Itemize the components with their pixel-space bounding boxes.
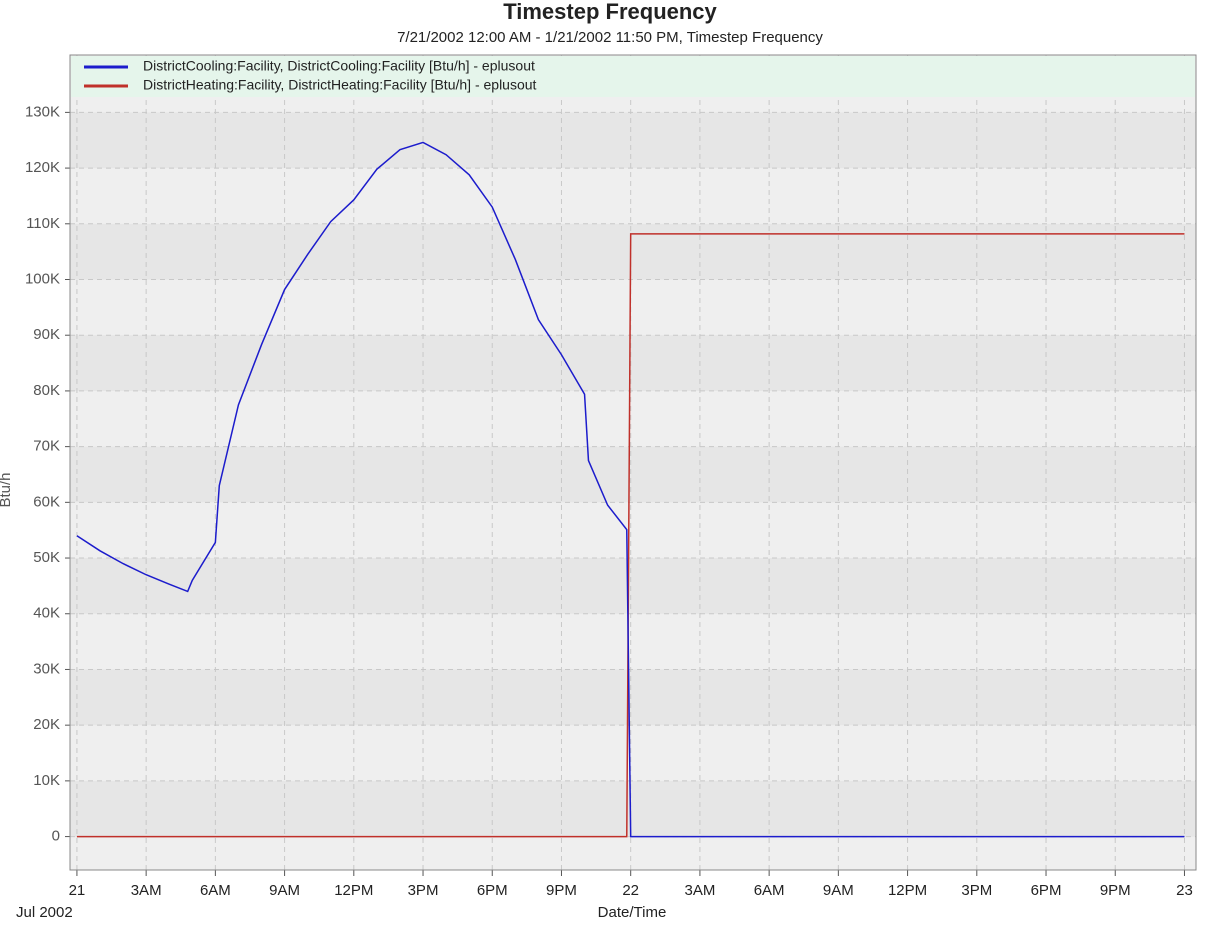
y-tick-label: 0 <box>52 828 60 845</box>
y-tick-label: 70K <box>33 438 60 455</box>
grid-band <box>70 836 1196 870</box>
legend-label: DistrictCooling:Facility, DistrictCoolin… <box>143 58 535 74</box>
grid-band <box>70 223 1196 280</box>
x-tick-label: 6PM <box>1031 882 1062 899</box>
x-tick-label: 9AM <box>269 882 300 899</box>
y-axis-label: Btu/h <box>0 472 14 507</box>
x-tick-label: 6PM <box>477 882 508 899</box>
x-tick-label: 12PM <box>334 882 373 899</box>
x-tick-label: 3PM <box>961 882 992 899</box>
y-tick-label: 110K <box>26 215 60 232</box>
grid-band <box>70 168 1196 224</box>
x-tick-label: 9PM <box>1100 882 1131 899</box>
x-tick-label: 22 <box>622 882 639 899</box>
legend <box>71 56 1195 97</box>
grid-band <box>70 780 1196 837</box>
grid-band <box>70 669 1196 726</box>
x-axis-label: Date/Time <box>598 904 667 921</box>
plot-border <box>69 54 1197 871</box>
y-tick-label: 50K <box>33 549 60 566</box>
x-tick-label: 9AM <box>823 882 854 899</box>
grid-band <box>70 279 1196 336</box>
x-tick-label: 3AM <box>131 882 162 899</box>
y-tick-label: 60K <box>33 493 60 510</box>
chart-title: Timestep Frequency <box>503 0 717 24</box>
legend-label: DistrictHeating:Facility, DistrictHeatin… <box>143 77 537 93</box>
x-tick-label: 6AM <box>200 882 231 899</box>
x-tick-label: 3PM <box>408 882 439 899</box>
y-tick-label: 40K <box>33 605 60 622</box>
y-tick-label: 30K <box>33 660 60 677</box>
grid-band <box>70 558 1196 614</box>
grid-band <box>70 446 1196 503</box>
y-tick-label: 100K <box>25 270 60 287</box>
grid-band <box>70 112 1196 169</box>
chart-subtitle: 7/21/2002 12:00 AM - 1/21/2002 11:50 PM,… <box>397 29 823 46</box>
y-tick-label: 20K <box>33 716 60 733</box>
grid-band <box>70 502 1196 559</box>
plot-area <box>70 55 1196 870</box>
x-tick-label: 9PM <box>546 882 577 899</box>
x-tick-label: 21 <box>69 882 86 899</box>
y-tick-label: 80K <box>33 382 60 399</box>
grid-band <box>70 725 1196 781</box>
y-tick-label: 90K <box>33 326 60 343</box>
data-line <box>76 141 1185 838</box>
y-tick-label: 130K <box>25 103 60 120</box>
x-tick-label: 12PM <box>888 882 927 899</box>
y-tick-label: 10K <box>33 772 60 789</box>
grid-band <box>70 390 1196 447</box>
data-line <box>76 233 1185 838</box>
x-tick-label: 6AM <box>754 882 785 899</box>
x-tick-label: 3AM <box>684 882 715 899</box>
grid-band <box>70 335 1196 391</box>
x-tick-label: 23 <box>1176 882 1193 899</box>
grid-band <box>70 613 1196 670</box>
y-tick-label: 120K <box>25 159 60 176</box>
x-axis-sublabel: Jul 2002 <box>16 904 73 921</box>
